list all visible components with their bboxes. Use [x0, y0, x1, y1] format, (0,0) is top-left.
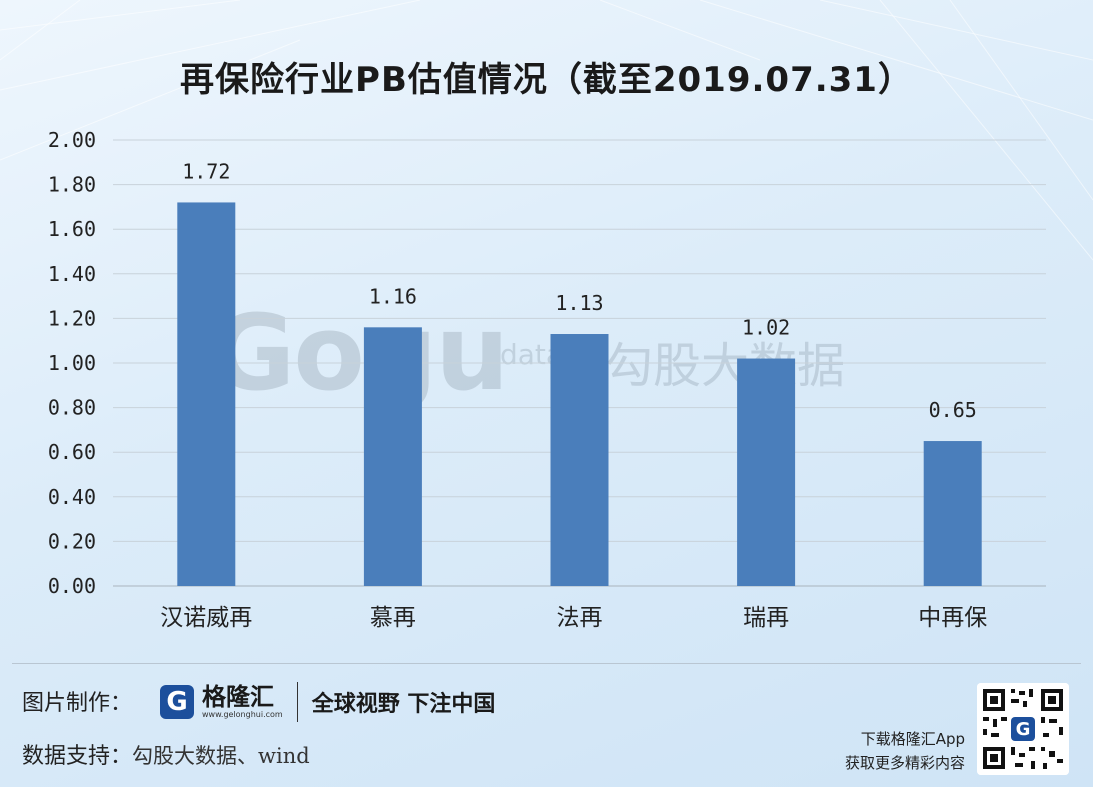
bar	[177, 202, 236, 586]
brand-block[interactable]: G 格隆汇 www.gelonghui.com 全球视野 下注中国	[160, 680, 495, 724]
bar-chart: 0.00 0.20 0.40 0.60 0.80 1.00 1.20 1.40 1.60 1.80…	[48, 128, 1046, 631]
brand-slogan: 全球视野 下注中国	[311, 692, 496, 717]
app-promo-line1: 下载格隆汇App	[860, 730, 965, 748]
data-label: 0.65	[929, 398, 977, 422]
brand-logo-icon: G	[160, 685, 194, 719]
brand-text: 格隆汇 www.gelonghui.com	[202, 684, 283, 720]
data-label: 1.72	[182, 159, 230, 183]
made-by-label: 图片制作：	[22, 691, 133, 716]
y-tick-label: 0.00	[48, 574, 96, 598]
bar	[363, 327, 422, 586]
brand-url: www.gelonghui.com	[202, 710, 283, 719]
y-tick-label: 1.80	[48, 173, 96, 197]
app-promo-line2: 获取更多精彩内容	[844, 754, 965, 772]
qr-code-icon[interactable]: G	[977, 683, 1069, 775]
data-label: 1.16	[369, 284, 417, 308]
x-tick-label: 慕再	[370, 605, 416, 631]
app-promo: 下载格隆汇App 获取更多精彩内容	[845, 727, 965, 775]
y-tick-label: 0.20	[48, 529, 96, 553]
data-label: 1.02	[742, 316, 790, 340]
source-row: 数据支持：勾股大数据、wind	[22, 738, 310, 770]
footer-divider	[12, 663, 1081, 664]
source-label: 数据支持：	[22, 744, 133, 769]
data-label: 1.13	[555, 291, 603, 315]
y-tick-label: 1.40	[48, 262, 96, 286]
y-tick-label: 2.00	[48, 128, 96, 152]
x-tick-label: 汉诺威再	[160, 605, 252, 631]
y-tick-label: 0.40	[48, 485, 96, 509]
x-tick-label: 中再保	[918, 605, 987, 631]
bar	[550, 334, 609, 586]
y-tick-label: 1.60	[48, 217, 96, 241]
bar	[923, 441, 982, 586]
bar	[737, 358, 796, 586]
brand-name: 格隆汇	[202, 683, 274, 711]
x-tick-label: 瑞再	[743, 605, 789, 631]
svg-text:G: G	[1016, 719, 1031, 740]
y-tick-label: 1.00	[48, 351, 96, 375]
source-value: 勾股大数据、wind	[132, 744, 310, 768]
x-tick-label: 法再	[557, 605, 603, 631]
brand-separator	[296, 682, 298, 722]
chart-title: 再保险行业PB估值情况（截至2019.07.31）	[180, 60, 913, 100]
y-tick-label: 0.80	[48, 396, 96, 420]
y-tick-label: 0.60	[48, 440, 96, 464]
y-tick-label: 1.20	[48, 306, 96, 330]
